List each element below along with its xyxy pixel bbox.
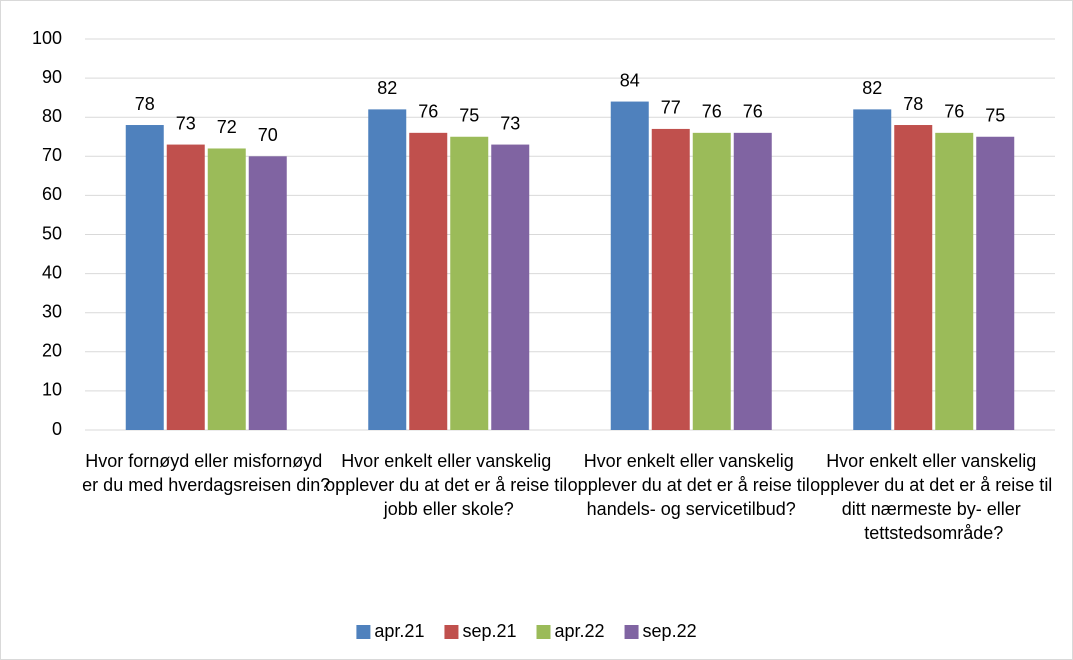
bar bbox=[935, 132, 974, 430]
data-label: 76 bbox=[702, 102, 722, 122]
bar bbox=[450, 136, 489, 430]
data-label: 76 bbox=[418, 102, 438, 122]
y-tick-label: 80 bbox=[42, 106, 62, 126]
y-tick-label: 20 bbox=[42, 341, 62, 361]
bar bbox=[207, 148, 246, 431]
bar bbox=[610, 101, 649, 430]
bar bbox=[976, 136, 1015, 430]
y-tick-label: 40 bbox=[42, 262, 62, 282]
bar bbox=[491, 144, 530, 430]
y-tick-label: 90 bbox=[42, 67, 62, 87]
legend-swatch bbox=[624, 625, 639, 639]
bar bbox=[248, 156, 287, 431]
bar bbox=[733, 132, 772, 430]
legend-label: apr.21 bbox=[374, 621, 424, 641]
data-label: 78 bbox=[903, 94, 923, 114]
legend-label: apr.22 bbox=[555, 621, 605, 641]
x-tick-label: Hvor fornøyd eller misfornøyd er du med … bbox=[82, 451, 330, 495]
y-tick-label: 30 bbox=[42, 301, 62, 321]
legend-label: sep.22 bbox=[643, 621, 697, 641]
legend-swatch bbox=[536, 625, 551, 639]
data-label: 84 bbox=[620, 70, 640, 90]
y-tick-label: 100 bbox=[32, 28, 62, 48]
bar bbox=[853, 109, 892, 430]
y-tick-label: 70 bbox=[42, 145, 62, 165]
legend-swatch bbox=[356, 625, 371, 639]
legend-label: sep.21 bbox=[462, 621, 516, 641]
y-tick-label: 0 bbox=[52, 419, 62, 439]
data-label: 70 bbox=[258, 125, 278, 145]
x-tick-label: Hvor enkelt eller vanskelig opplever du … bbox=[810, 451, 1057, 543]
bar bbox=[409, 132, 448, 430]
data-label: 77 bbox=[661, 98, 681, 118]
data-label: 82 bbox=[862, 78, 882, 98]
bar bbox=[692, 132, 731, 430]
x-tick-label: Hvor enkelt eller vanskelig opplever du … bbox=[568, 451, 815, 519]
data-label: 76 bbox=[743, 102, 763, 122]
data-label: 73 bbox=[176, 113, 196, 133]
data-label: 82 bbox=[377, 78, 397, 98]
bar bbox=[368, 109, 407, 430]
bar bbox=[651, 128, 690, 430]
legend-swatch bbox=[444, 625, 459, 639]
bar bbox=[894, 125, 933, 431]
y-tick-label: 50 bbox=[42, 223, 62, 243]
bar bbox=[125, 125, 164, 431]
data-label: 73 bbox=[500, 113, 520, 133]
data-label: 75 bbox=[459, 106, 479, 126]
y-tick-label: 10 bbox=[42, 380, 62, 400]
data-label: 78 bbox=[135, 94, 155, 114]
bar bbox=[166, 144, 205, 430]
y-tick-label: 60 bbox=[42, 184, 62, 204]
x-tick-label: Hvor enkelt eller vanskelig opplever du … bbox=[325, 451, 572, 519]
data-label: 75 bbox=[985, 106, 1005, 126]
data-label: 72 bbox=[217, 117, 237, 137]
data-label: 76 bbox=[944, 102, 964, 122]
